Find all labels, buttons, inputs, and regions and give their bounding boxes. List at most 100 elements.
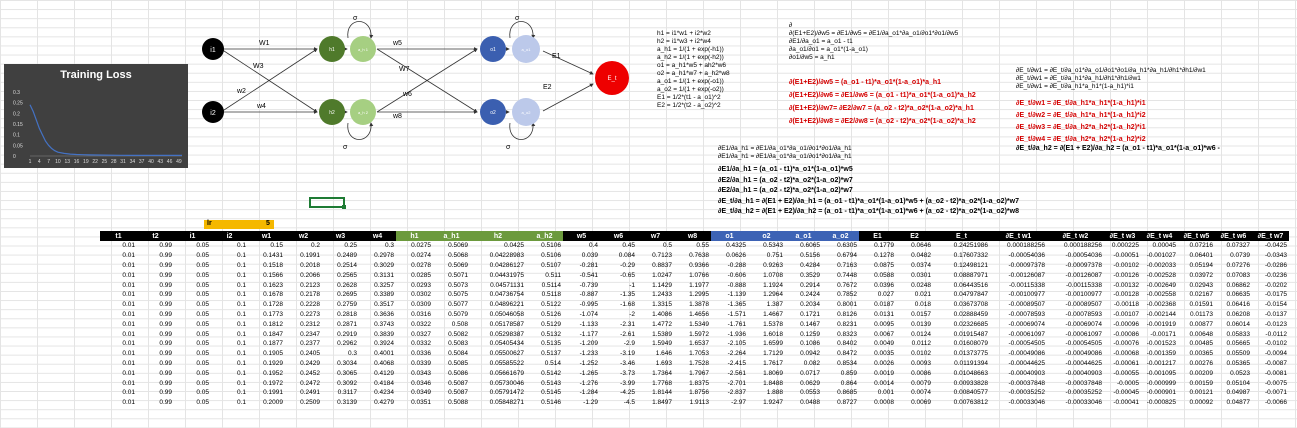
table-cell[interactable]: 0.1812 bbox=[263, 320, 283, 328]
table-cell[interactable]: 0.5145 bbox=[541, 389, 561, 397]
table-cell[interactable]: 0.99 bbox=[159, 252, 172, 260]
table-cell[interactable]: 1.0708 bbox=[763, 271, 783, 279]
table-cell[interactable]: -1.365 bbox=[727, 301, 746, 309]
table-cell[interactable]: -0.00040903 bbox=[1065, 369, 1102, 377]
table-cell[interactable]: 0.0629 bbox=[800, 379, 820, 387]
table-cell[interactable]: 0.2034 bbox=[800, 301, 820, 309]
table-cell[interactable]: 0.05 bbox=[196, 350, 209, 358]
table-cell[interactable]: 0.5087 bbox=[448, 379, 468, 387]
table-cell[interactable]: 0.2424 bbox=[800, 291, 820, 299]
table-cell[interactable]: 0.1779 bbox=[874, 242, 894, 250]
table-cell[interactable]: -0.888 bbox=[727, 281, 746, 289]
table-cell[interactable]: -1.936 bbox=[727, 330, 746, 338]
table-cell[interactable]: -0.00069074 bbox=[1008, 320, 1045, 328]
table-cell[interactable]: -0.002033 bbox=[1146, 261, 1176, 269]
table-cell[interactable]: 1.7364 bbox=[652, 369, 672, 377]
table-cell[interactable]: 0.12498121 bbox=[953, 261, 988, 269]
table-cell[interactable]: -2.561 bbox=[727, 369, 746, 377]
table-cell[interactable]: 0.05509 bbox=[1226, 350, 1251, 358]
table-cell[interactable]: -0.00115338 bbox=[1008, 281, 1045, 289]
table-cell[interactable]: -0.00097378 bbox=[1065, 261, 1102, 269]
table-cell[interactable]: 0.00485 bbox=[1189, 340, 1214, 348]
table-cell[interactable]: 0.1086 bbox=[800, 340, 820, 348]
table-cell[interactable]: -1.177 bbox=[579, 330, 598, 338]
table-cell[interactable]: 0.5132 bbox=[541, 330, 561, 338]
table-cell[interactable]: 0.5106 bbox=[541, 252, 561, 260]
table-cell[interactable]: 0.0553 bbox=[800, 389, 820, 397]
table-cell[interactable]: 0.2818 bbox=[337, 310, 357, 318]
table-cell[interactable]: 0.24251986 bbox=[953, 242, 988, 250]
table-cell[interactable]: -0.001523 bbox=[1146, 340, 1176, 348]
table-cell[interactable]: 0.0019 bbox=[874, 369, 894, 377]
table-cell[interactable]: 0.0875 bbox=[874, 261, 894, 269]
table-cell[interactable]: -4.5 bbox=[623, 399, 635, 407]
table-cell[interactable]: 1.7053 bbox=[689, 350, 709, 358]
column-header[interactable]: h1 bbox=[396, 231, 433, 241]
table-cell[interactable]: 0.99 bbox=[159, 271, 172, 279]
table-cell[interactable]: 0.2377 bbox=[300, 340, 320, 348]
table-cell[interactable]: 0.5118 bbox=[541, 291, 561, 299]
table-cell[interactable]: -0.0425 bbox=[1264, 242, 1287, 250]
table-cell[interactable]: 0.1929 bbox=[263, 359, 283, 367]
table-cell[interactable]: -0.00078593 bbox=[1065, 310, 1102, 318]
table-cell[interactable]: 0.5075 bbox=[448, 291, 468, 299]
table-cell[interactable]: 0.5086 bbox=[448, 369, 468, 377]
table-cell[interactable]: -0.00033046 bbox=[1008, 399, 1045, 407]
table-cell[interactable]: -0.0094 bbox=[1264, 350, 1287, 358]
table-cell[interactable]: 1.7967 bbox=[689, 369, 709, 377]
table-cell[interactable]: 0.7638 bbox=[689, 252, 709, 260]
table-cell[interactable]: 0.08887971 bbox=[953, 271, 988, 279]
training-loss-chart[interactable]: Training Loss 0.3 0.25 0.2 0.15 0.1 0.05 0 1 4 7 1… bbox=[4, 64, 188, 168]
table-cell[interactable]: 0.1 bbox=[236, 330, 246, 338]
table-cell[interactable]: 1.6537 bbox=[689, 340, 709, 348]
table-cell[interactable]: -0.0081 bbox=[1264, 369, 1287, 377]
table-cell[interactable]: -0.00126087 bbox=[1065, 271, 1102, 279]
table-cell[interactable]: -0.00061097 bbox=[1065, 330, 1102, 338]
table-cell[interactable]: 0.06014 bbox=[1226, 320, 1251, 328]
table-cell[interactable]: 1.7617 bbox=[763, 359, 783, 367]
table-cell[interactable]: -3.46 bbox=[620, 359, 635, 367]
table-cell[interactable]: 0.027 bbox=[877, 291, 894, 299]
column-header[interactable]: t1 bbox=[100, 231, 137, 241]
table-cell[interactable]: 0.99 bbox=[159, 310, 172, 318]
table-cell[interactable]: 0.05848271 bbox=[489, 399, 524, 407]
table-cell[interactable]: -1.571 bbox=[727, 310, 746, 318]
table-cell[interactable]: 0.0302 bbox=[411, 291, 431, 299]
table-cell[interactable]: 1.6018 bbox=[763, 330, 783, 338]
table-cell[interactable]: 0.1728 bbox=[263, 301, 283, 309]
table-cell[interactable]: 0.0626 bbox=[726, 252, 746, 260]
table-cell[interactable]: 0.5082 bbox=[448, 330, 468, 338]
table-cell[interactable]: 0.4 bbox=[588, 242, 598, 250]
table-cell[interactable]: 0.2273 bbox=[300, 310, 320, 318]
table-cell[interactable]: 0.05833 bbox=[1226, 330, 1251, 338]
table-cell[interactable]: -0.0137 bbox=[1264, 310, 1287, 318]
table-cell[interactable]: 0.05 bbox=[196, 369, 209, 377]
table-cell[interactable]: 0.0086 bbox=[911, 369, 931, 377]
table-cell[interactable]: 0.01 bbox=[122, 330, 135, 338]
table-cell[interactable]: -0.00078593 bbox=[1008, 310, 1045, 318]
learning-rate-row[interactable]: lr 5 bbox=[204, 220, 274, 229]
table-cell[interactable]: -2.61 bbox=[620, 330, 635, 338]
table-cell[interactable]: 0.8534 bbox=[837, 359, 857, 367]
table-cell[interactable]: -0.002144 bbox=[1146, 310, 1176, 318]
table-cell[interactable]: 1.2433 bbox=[652, 291, 672, 299]
table-cell[interactable]: 0.99 bbox=[159, 242, 172, 250]
column-header[interactable]: w7 bbox=[637, 231, 674, 241]
table-cell[interactable]: -2.97 bbox=[731, 399, 746, 407]
table-cell[interactable]: 0.01 bbox=[122, 379, 135, 387]
table-cell[interactable]: 0.05661679 bbox=[489, 369, 524, 377]
table-cell[interactable]: 0.3065 bbox=[337, 369, 357, 377]
table-cell[interactable]: 0.5079 bbox=[448, 310, 468, 318]
table-cell[interactable]: -2.105 bbox=[727, 340, 746, 348]
table-cell[interactable]: 0.2405 bbox=[300, 350, 320, 358]
table-cell[interactable]: 0.05 bbox=[196, 301, 209, 309]
table-cell[interactable]: -1.68 bbox=[620, 301, 635, 309]
table-cell[interactable]: 0.17607332 bbox=[953, 252, 988, 260]
table-cell[interactable]: 0.9263 bbox=[763, 261, 783, 269]
table-cell[interactable]: -1.139 bbox=[727, 291, 746, 299]
column-header[interactable]: ∂E_t w3 bbox=[1104, 231, 1141, 241]
table-cell[interactable]: 0.1518 bbox=[263, 261, 283, 269]
table-cell[interactable]: 0.06443516 bbox=[953, 281, 988, 289]
table-cell[interactable]: 0.0293 bbox=[411, 281, 431, 289]
table-cell[interactable]: -3.19 bbox=[620, 350, 635, 358]
